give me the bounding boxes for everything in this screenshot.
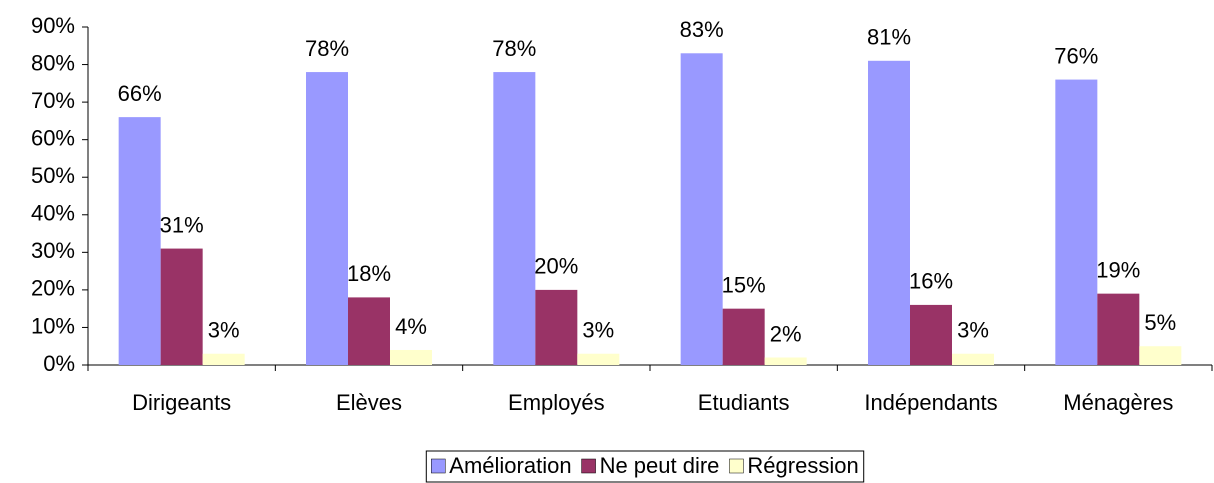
x-tick-label: Etudiants (698, 390, 790, 415)
legend-swatch (729, 458, 744, 474)
data-label: 31% (160, 212, 204, 237)
bar (1097, 293, 1140, 365)
bar (910, 304, 952, 365)
bar (390, 349, 432, 365)
y-tick-label: 70% (31, 88, 75, 113)
bar (306, 72, 348, 366)
data-label: 5% (1144, 310, 1176, 335)
y-tick-label: 0% (43, 351, 75, 376)
bar (160, 248, 203, 365)
data-label: 15% (722, 272, 766, 297)
data-label: 78% (492, 36, 536, 61)
y-tick-label: 90% (31, 13, 75, 38)
data-label: 3% (208, 318, 240, 343)
data-label: 2% (770, 321, 802, 346)
bar (952, 353, 994, 365)
data-label: 3% (582, 318, 614, 343)
data-label: 4% (395, 314, 427, 339)
x-tick-label: Dirigeants (132, 390, 231, 415)
data-label: 18% (347, 261, 391, 286)
bar (348, 297, 390, 365)
legend (425, 450, 865, 483)
data-label: 3% (957, 318, 989, 343)
data-label: 19% (1096, 257, 1140, 282)
x-tick-label: Elèves (336, 390, 402, 415)
data-label: 83% (680, 17, 724, 42)
data-label: 76% (1054, 43, 1098, 68)
bar (202, 353, 245, 365)
legend-label: Régression (747, 453, 858, 478)
bar (118, 117, 161, 365)
x-tick-label: Employés (508, 390, 605, 415)
legend-swatch (431, 458, 446, 474)
x-tick-label: Ménagères (1063, 390, 1173, 415)
data-label: 78% (305, 36, 349, 61)
bar (577, 353, 620, 365)
bar (1139, 346, 1182, 365)
bar (722, 308, 765, 365)
y-tick-label: 10% (31, 313, 75, 338)
legend-swatch (581, 458, 596, 474)
data-label: 20% (534, 254, 578, 279)
legend-label: Amélioration (449, 453, 571, 478)
y-tick-label: 50% (31, 163, 75, 188)
data-label: 66% (118, 81, 162, 106)
x-tick-label: Indépendants (864, 390, 997, 415)
y-tick-label: 60% (31, 125, 75, 150)
bar (493, 72, 536, 366)
y-tick-label: 80% (31, 50, 75, 75)
bar (1055, 79, 1098, 366)
y-tick-label: 30% (31, 238, 75, 263)
legend-label: Ne peut dire (600, 453, 720, 478)
bar (868, 60, 910, 366)
bar (764, 357, 807, 365)
data-label: 16% (909, 269, 953, 294)
bar (680, 53, 723, 366)
y-tick-label: 20% (31, 276, 75, 301)
bar (535, 289, 578, 365)
y-tick-label: 40% (31, 201, 75, 226)
data-label: 81% (867, 25, 911, 50)
